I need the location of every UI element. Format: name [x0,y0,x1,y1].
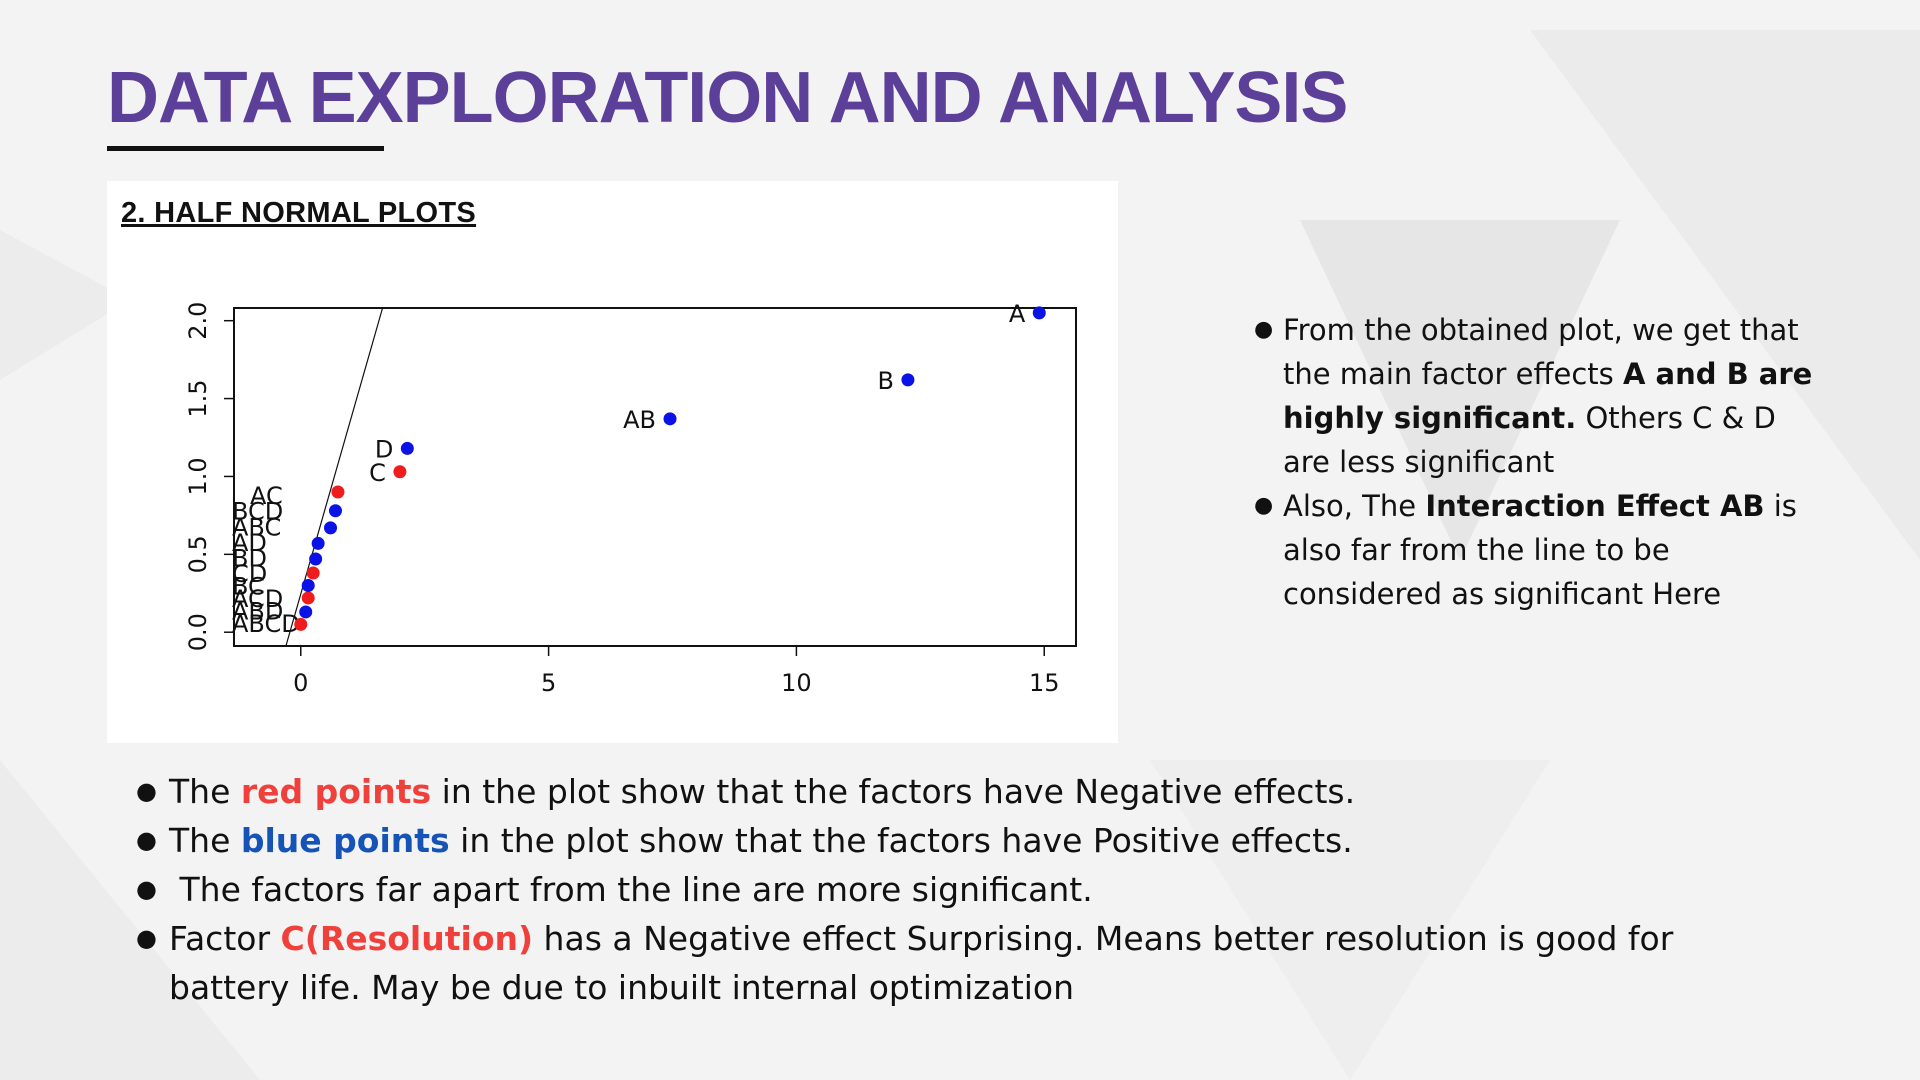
slide-title: DATA EXPLORATION AND ANALYSIS [107,58,1348,138]
crowded-point-label: ABD [232,597,283,625]
plot-heading: 2. HALF NORMAL PLOTS [121,197,477,229]
text-run: in the plot show that the factors have P… [449,821,1353,860]
data-point [311,536,325,550]
crowded-point-label: AD [232,529,267,557]
half-normal-plot: 0 5 10 150.00.51.01.52.0 ACBCDABCADBDCDBCAC… [184,300,1077,697]
crowded-point-label: BD [232,544,267,572]
data-point [901,373,915,387]
x-tick-label: 0 [293,669,308,697]
crowded-point-label: ABCD [232,610,300,638]
point-label: A [1009,300,1026,328]
crowded-point-label: CD [232,560,267,588]
text-run-bold: A and B are highly significant. [1283,357,1813,435]
text-run-red: red points [240,772,432,811]
y-tick-label: 1.0 [184,457,212,495]
text-run: is also far from the line to be consider… [1283,489,1797,611]
text-run-bold: Interaction Effect AB [1425,489,1765,523]
text-run-blue: blue points [240,821,450,860]
data-point [1032,306,1046,320]
bullet-text: Also, The Interaction Effect AB is also … [1283,489,1797,611]
point-label: B [877,367,893,395]
text-run: The [169,821,241,860]
bottom-bullet-item: ● Factor C(Resolution) has a Negative ef… [136,914,1769,1012]
data-point [400,441,414,455]
plot-frame [233,307,1077,647]
text-run: From the obtained plot, we get that the … [1283,313,1799,391]
reference-line [285,307,384,647]
x-tick-label: 10 [781,669,812,697]
right-bullet-item: ● From the obtained plot, we get that th… [1254,308,1823,484]
right-bullet-list: ● From the obtained plot, we get that th… [1254,308,1823,616]
data-point [324,521,338,535]
point-label: D [375,435,393,463]
bottom-bullet-list: ● The red points in the plot show that t… [136,767,1769,1012]
bullet-dot: ● [136,924,157,952]
text-run: has a Negative effect Surprising. Means … [169,919,1674,1007]
x-tick-label: 5 [541,669,556,697]
y-tick-label: 2.0 [184,302,212,340]
point-label: AB [623,406,656,434]
bullet-dot: ● [1254,317,1274,342]
y-tick-label: 0.5 [184,535,212,573]
text-run: Also, The [1283,489,1426,523]
text-run: Factor [169,919,281,958]
data-point [309,552,323,566]
bullet-dot: ● [136,777,157,805]
half-normal-plot-card: 2. HALF NORMAL PLOTS 0 5 10 15 0.0 0.5 1.0 1.5 2… [107,181,1118,743]
text-run: The [169,772,241,811]
bullet-text: From the obtained plot, we get that the … [1283,313,1812,479]
data-point [301,591,315,605]
crowded-point-label: AC [250,482,283,510]
data-point [294,617,308,631]
text-run: in the plot show that the factors have N… [431,772,1356,811]
text-run: The factors far apart from the line are … [169,870,1093,909]
bottom-bullet-item: ● The factors far apart from the line ar… [136,865,1769,914]
bullet-dot: ● [136,875,157,903]
bullet-dot: ● [1254,493,1274,518]
crowded-point-label: BCD [232,498,283,526]
data-point [331,485,345,499]
point-label: C [369,459,386,487]
right-bullet-item: ● Also, The Interaction Effect AB is als… [1254,484,1823,616]
data-point [306,566,320,580]
data-point [328,504,342,518]
bottom-bullet-item: ● The blue points in the plot show that … [136,816,1769,865]
text-run: Others C & D are less significant [1283,401,1776,479]
data-point [393,465,407,479]
title-underline [107,146,384,151]
crowded-point-label: BC [232,572,265,600]
crowded-point-label: ABC [232,513,281,541]
data-point [301,578,315,592]
text-run-red: C(Resolution) [280,919,534,958]
bullet-dot: ● [136,826,157,854]
y-tick-label: 0.0 [184,613,212,651]
data-point [663,412,677,426]
data-point [299,605,313,619]
x-tick-label: 15 [1029,669,1060,697]
bottom-bullet-item: ● The red points in the plot show that t… [136,767,1769,816]
crowded-point-label: ACD [232,585,283,613]
y-tick-label: 1.5 [184,379,212,417]
